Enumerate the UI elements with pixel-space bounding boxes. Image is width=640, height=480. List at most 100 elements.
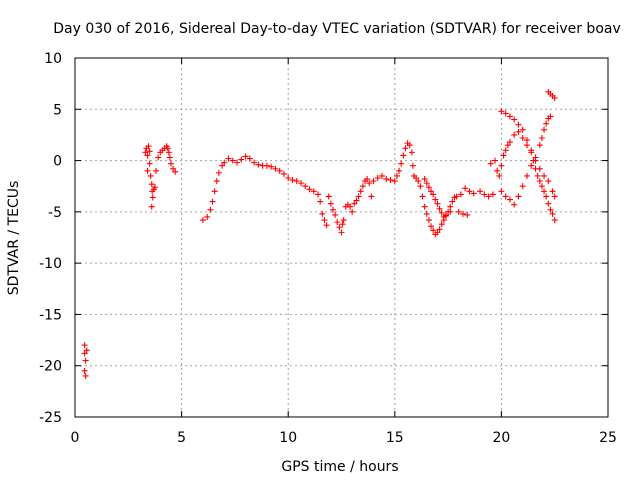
data-point <box>436 226 443 233</box>
data-point <box>538 135 545 142</box>
data-point <box>302 183 309 190</box>
data-point <box>421 176 428 183</box>
data-point <box>268 163 275 170</box>
data-point <box>329 206 336 213</box>
data-point <box>455 208 462 215</box>
data-point <box>502 193 509 200</box>
data-point <box>145 143 152 150</box>
data-point <box>487 160 494 167</box>
data-point <box>351 200 358 207</box>
data-point <box>319 210 326 217</box>
data-point <box>172 168 179 175</box>
data-point <box>280 170 287 177</box>
data-points <box>81 88 558 379</box>
x-tick-label: 0 <box>71 430 80 446</box>
data-point <box>170 165 177 172</box>
y-tick-label: 5 <box>53 102 62 118</box>
gridlines <box>75 58 608 417</box>
data-point <box>353 197 360 204</box>
data-point <box>215 169 222 176</box>
data-point <box>442 211 449 218</box>
data-point <box>142 149 149 156</box>
data-point <box>523 172 530 179</box>
y-tick-label: -25 <box>39 410 62 426</box>
data-point <box>368 193 375 200</box>
data-point <box>511 116 518 123</box>
data-point <box>460 210 467 217</box>
data-point <box>213 178 220 185</box>
data-point <box>408 149 415 156</box>
data-point <box>339 221 346 228</box>
data-point <box>359 183 366 190</box>
data-point <box>383 176 390 183</box>
y-axis-title: SDTVAR / TECUs <box>6 181 22 296</box>
x-axis-title: GPS time / hours <box>281 459 398 475</box>
data-point <box>423 180 430 187</box>
data-point <box>549 188 556 195</box>
data-point <box>366 180 373 187</box>
data-point <box>199 217 206 224</box>
y-tick-label: -10 <box>39 256 62 272</box>
x-tick-label: 5 <box>177 430 186 446</box>
data-point <box>398 160 405 167</box>
x-tick-label: 10 <box>279 430 297 446</box>
data-point <box>82 357 89 364</box>
data-point <box>306 186 313 193</box>
data-point <box>323 222 330 229</box>
data-point <box>515 121 522 128</box>
data-point <box>481 191 488 198</box>
data-point <box>506 196 513 203</box>
data-point <box>207 206 214 213</box>
data-point <box>541 188 548 195</box>
data-point <box>528 147 535 154</box>
data-point <box>357 188 364 195</box>
data-point <box>374 175 381 182</box>
axis-ticks: 0 5 10 15 20 25 -25 -20 -15 -10 -5 0 5 10 <box>39 51 617 446</box>
data-point <box>523 137 530 144</box>
data-point <box>417 183 424 190</box>
data-point <box>425 217 432 224</box>
data-point <box>149 194 156 201</box>
data-point <box>421 203 428 210</box>
data-point <box>285 175 292 182</box>
data-point <box>340 217 347 224</box>
data-point <box>413 175 420 182</box>
data-point <box>238 156 245 163</box>
data-point <box>263 162 270 169</box>
data-point <box>209 198 216 205</box>
data-point <box>204 213 211 220</box>
data-point <box>438 209 445 216</box>
data-point <box>242 153 249 160</box>
data-point <box>396 167 403 174</box>
data-point <box>511 131 518 138</box>
data-point <box>272 165 279 172</box>
y-tick-label: -15 <box>39 307 62 323</box>
data-point <box>310 188 317 195</box>
data-point <box>347 203 354 210</box>
data-point <box>81 342 88 349</box>
data-point <box>545 178 552 185</box>
data-point <box>144 167 151 174</box>
data-point <box>225 155 232 162</box>
data-point <box>457 191 464 198</box>
data-point <box>502 110 509 117</box>
data-point <box>434 200 441 207</box>
data-point <box>419 193 426 200</box>
data-point <box>355 193 362 200</box>
data-point <box>519 126 526 133</box>
data-point <box>211 188 218 195</box>
data-point <box>547 113 554 120</box>
data-point <box>432 196 439 203</box>
data-point <box>494 167 501 174</box>
data-point <box>538 183 545 190</box>
data-point <box>543 193 550 200</box>
data-point <box>436 205 443 212</box>
data-point <box>165 149 172 156</box>
data-point <box>387 177 394 184</box>
data-point <box>498 188 505 195</box>
data-point <box>428 223 435 230</box>
data-point <box>332 211 339 218</box>
x-tick-label: 15 <box>386 430 404 446</box>
data-point <box>425 184 432 191</box>
data-point <box>402 145 409 152</box>
